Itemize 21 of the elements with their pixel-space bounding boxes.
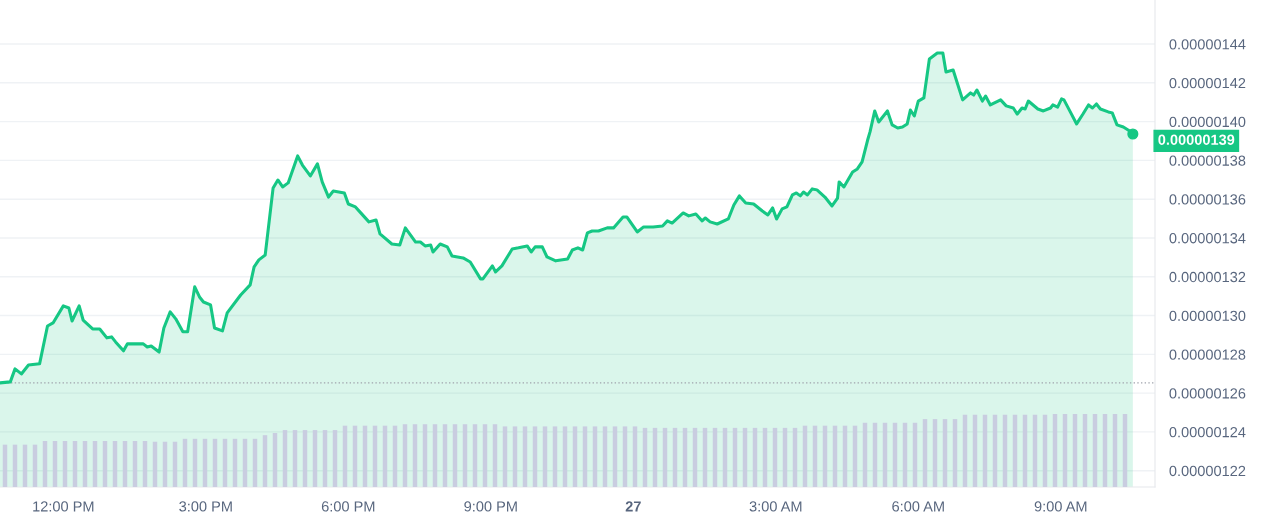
y-tick-label: 0.00000142	[1169, 77, 1246, 89]
x-tick-label: 3:00 AM	[749, 501, 802, 512]
y-tick-label: 0.00000136	[1169, 194, 1246, 205]
y-tick-label: 0.00000132	[1169, 271, 1246, 283]
y-tick-label: 0.00000122	[1169, 465, 1246, 477]
x-tick-label: 6:00 PM	[321, 501, 375, 512]
y-tick-label: 0.00000138	[1169, 155, 1246, 166]
x-tick-label: 9:00 AM	[1034, 501, 1087, 512]
y-tick-label: 0.00000144	[1169, 39, 1246, 50]
annotation: 0.00000139	[1158, 134, 1235, 145]
y-tick-label: 0.00000134	[1169, 233, 1246, 244]
x-tick-label: 12:00 PM	[33, 501, 94, 512]
y-tick-label: 0.00000126	[1169, 388, 1246, 399]
y-tick-label: 0.00000140	[1169, 116, 1246, 128]
y-tick-label: 0.00000128	[1169, 349, 1246, 360]
x-tick-label: 9:00 PM	[464, 501, 517, 512]
x-tick-label: 3:00 PM	[179, 501, 232, 512]
x-tick-label: 6:00 AM	[892, 501, 944, 512]
x-tick-label: 27	[625, 501, 641, 512]
y-tick-label: 0.00000124	[1169, 427, 1246, 438]
y-tick-label: 0.00000130	[1169, 310, 1246, 321]
